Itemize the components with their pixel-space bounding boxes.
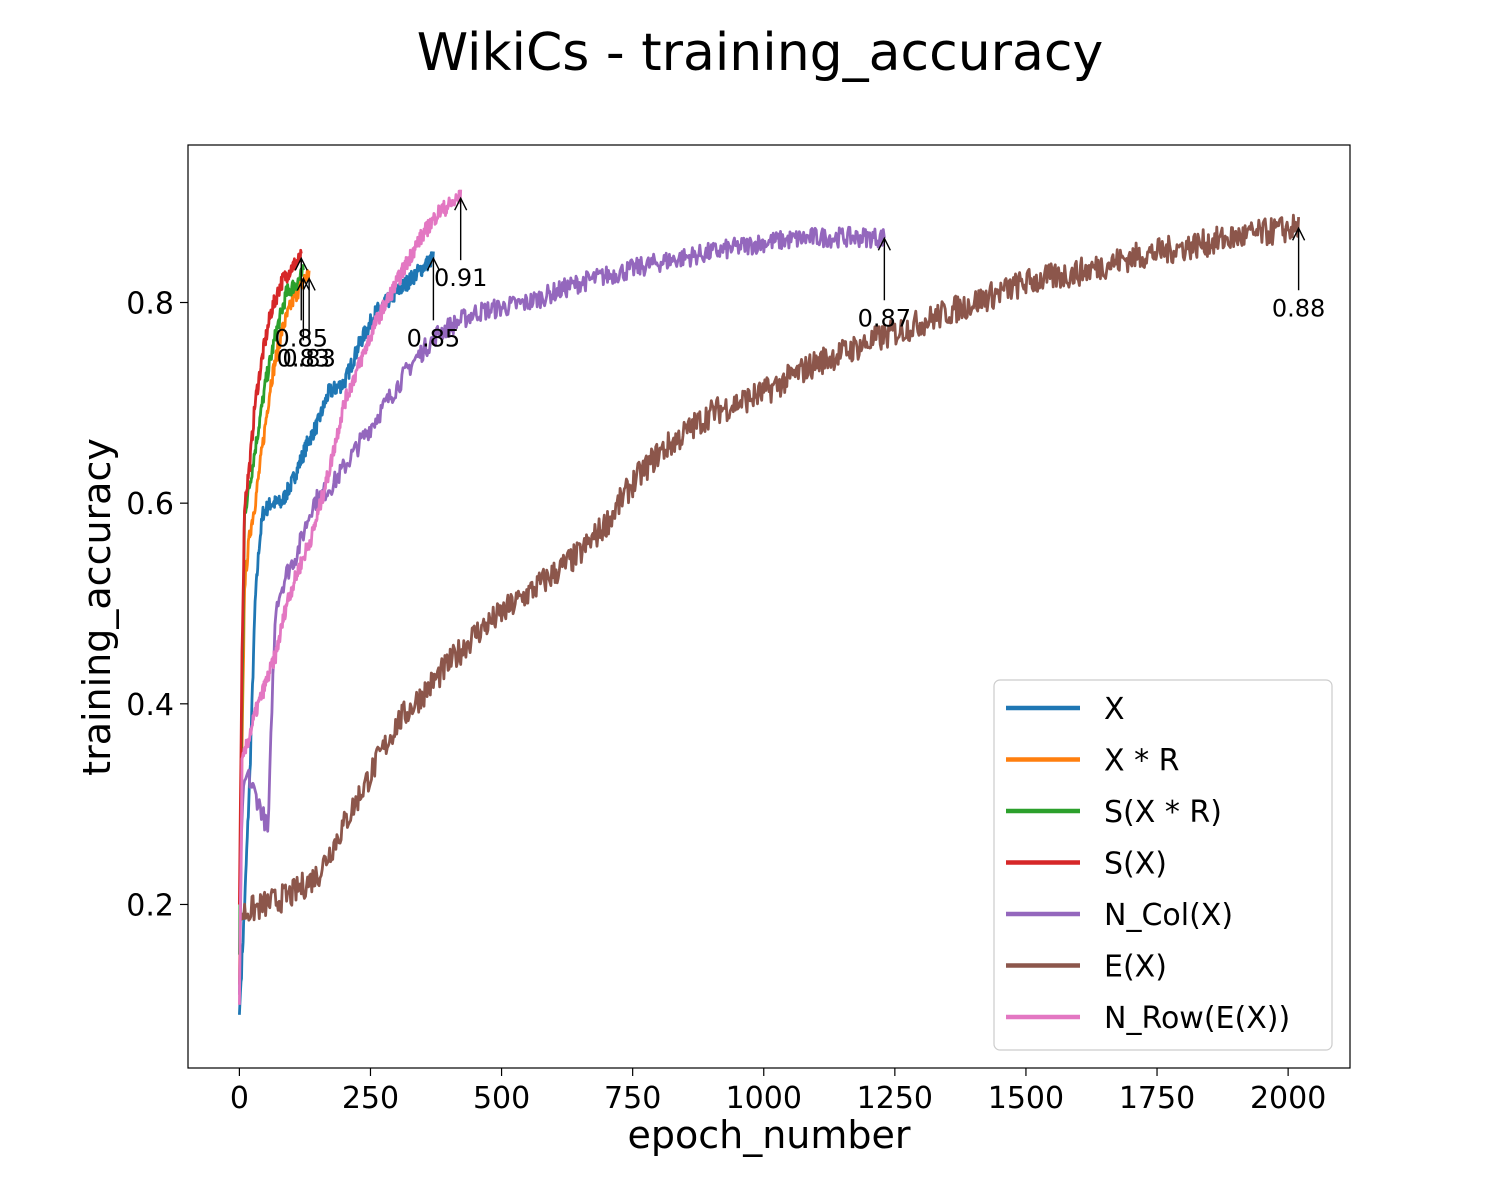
peak-arrowhead-1 [302,276,316,291]
legend: X X * R S(X * R) S(X) N_Col(X) E(X) N_Row(E(X)… [993,679,1333,1051]
legend-label-2: S(X * R) [1104,795,1222,830]
y-tick-label: 0.2 [126,888,174,923]
x-tick-label: 1250 [857,1081,933,1116]
x-axis-label: epoch_number [627,1113,910,1157]
y-axis-label: training_accuracy [75,438,119,776]
peak-arrowhead-5 [1291,226,1306,241]
chart-title: WikiCs - training_accuracy [417,23,1104,83]
plot-lines [238,189,1300,1015]
x-axis-ticks: 0 250 500 750 1000 1250 1500 1750 2000 [230,1068,1326,1116]
legend-label-3: S(X) [1104,847,1167,882]
peak-label-5: 0.88 [1272,294,1325,322]
series-line-4 [238,225,886,995]
peak-arrowhead-3 [294,256,308,271]
y-tick-label: 0.6 [126,487,174,522]
x-tick-label: 250 [342,1081,399,1116]
y-tick-label: 0.4 [126,688,174,723]
peak-label-2: 0.83 [277,344,330,372]
series-line-2 [238,264,305,955]
series-line-0 [238,251,435,1015]
plot-frame [187,144,1351,1069]
peak-label-3: 0.85 [275,324,328,352]
legend-label-0: X [1104,692,1125,727]
peak-arrowhead-2 [296,276,310,291]
x-tick-label: 1000 [726,1081,802,1116]
legend-label-6: N_Row(E(X)) [1104,1001,1290,1036]
x-tick-label: 1750 [1119,1081,1195,1116]
y-axis-ticks: 0.2 0.4 0.6 0.8 [126,287,188,923]
peak-label-4: 0.87 [858,304,911,332]
series-line-1 [238,269,311,985]
annotations: 0.850.830.830.850.87 0.880.91 [275,196,1325,372]
peak-label-6: 0.91 [434,264,487,292]
legend-box [993,679,1333,1051]
x-tick-label: 0 [230,1081,249,1116]
x-tick-label: 500 [473,1081,530,1116]
legend-label-4: N_Col(X) [1104,898,1233,933]
series-line-5 [238,213,1300,922]
x-tick-label: 2000 [1250,1081,1326,1116]
x-tick-label: 750 [604,1081,661,1116]
series-line-3 [238,248,303,905]
legend-label-1: X * R [1104,744,1179,779]
series-line-6 [238,189,463,1005]
x-tick-label: 1500 [988,1081,1064,1116]
peak-arrowhead-4 [877,236,891,251]
y-tick-label: 0.8 [126,287,174,322]
legend-label-5: E(X) [1104,950,1167,985]
peak-label-0: 0.85 [407,324,460,352]
peak-arrowhead-0 [426,256,441,271]
peak-label-1: 0.83 [282,344,335,372]
peak-arrowhead-6 [454,196,468,211]
